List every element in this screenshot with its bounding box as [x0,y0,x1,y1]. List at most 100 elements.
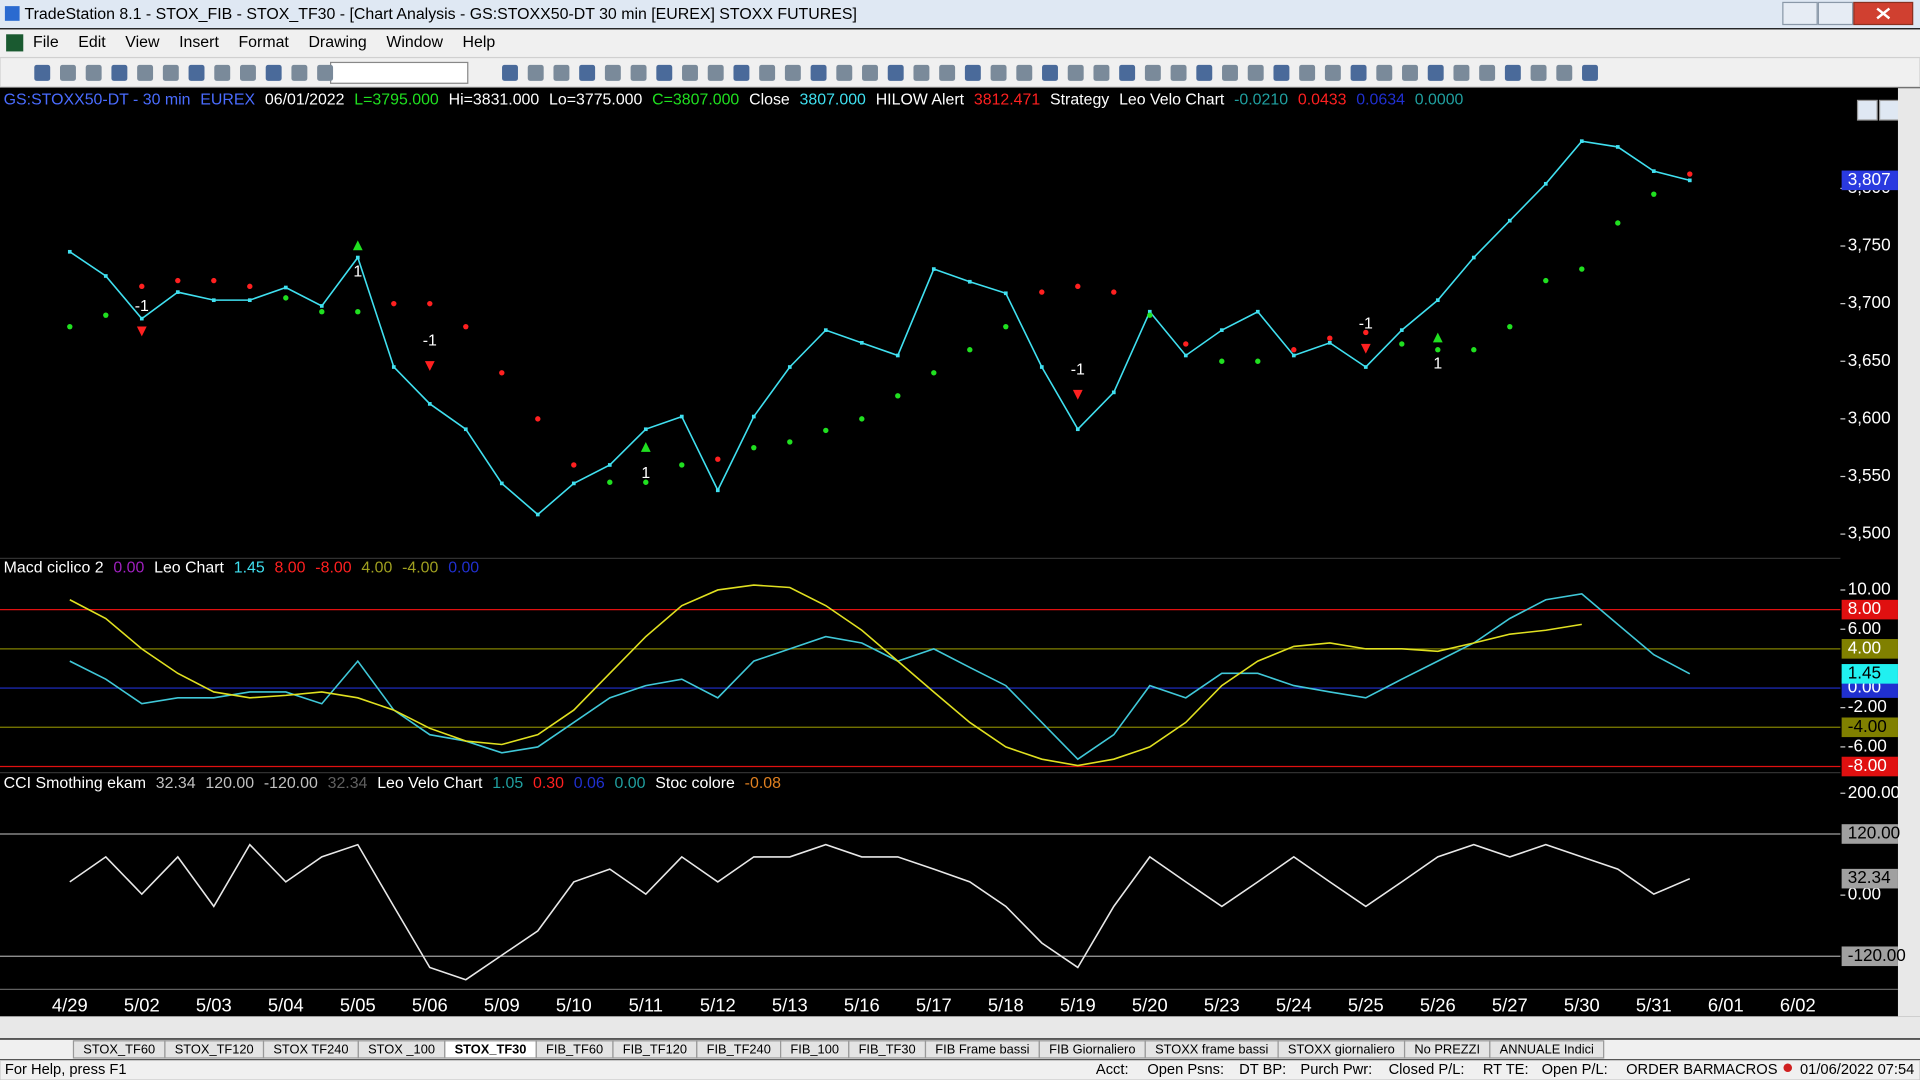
toolbar-icon[interactable] [1119,64,1136,81]
vertical-scrollbar[interactable] [1897,88,1920,1017]
horizontal-scrollbar[interactable] [0,1016,1920,1039]
toolbar-icon[interactable] [1093,64,1110,81]
indicator-dot [571,462,577,468]
toolbar-icon[interactable] [291,64,308,81]
toolbar-icon[interactable] [810,64,827,81]
toolbar-icon[interactable] [1376,64,1393,81]
toolbar-icon[interactable] [939,64,956,81]
toolbar-icon[interactable] [1324,64,1341,81]
toolbar-icon[interactable] [630,64,647,81]
toolbar-icon[interactable] [1427,64,1444,81]
sheet-tab-label[interactable]: FIB_TF30 [859,1041,916,1056]
toolbar-icon[interactable] [1504,64,1521,81]
toolbar-icon[interactable] [1016,64,1033,81]
toolbar-icon[interactable] [707,64,724,81]
menu-item[interactable]: Drawing [308,34,366,51]
sheet-tab-label[interactable]: STOX_TF30 [455,1041,527,1056]
menu-item[interactable]: Edit [78,34,106,51]
toolbar-icon[interactable] [265,64,282,81]
toolbar-icon[interactable] [1402,64,1418,81]
toolbar-icon[interactable] [1273,64,1290,81]
menu-item[interactable]: File [33,34,59,51]
minimize-button[interactable] [1782,1,1818,26]
menu-item[interactable]: Window [386,34,443,51]
toolbar-icon[interactable] [682,64,698,81]
menu-bar [0,29,1920,58]
sheet-tab-label[interactable]: No PREZZI [1414,1041,1480,1056]
menu-item[interactable]: Insert [179,34,219,51]
toolbar-icon[interactable] [604,64,621,81]
toolbar-icon[interactable] [137,64,154,81]
toolbar-icon[interactable] [1350,64,1367,81]
toolbar-icon[interactable] [656,64,673,81]
menu-item[interactable]: View [125,34,160,51]
toolbar-icon[interactable] [1556,64,1573,81]
x-tick-label: 5/20 [1132,994,1168,1015]
toolbar-icon[interactable] [887,64,904,81]
toolbar-icon[interactable] [502,64,518,81]
order-bar-status[interactable]: ORDER BAR [1626,1062,1713,1078]
sheet-tab-label[interactable]: FIB Giornaliero [1049,1041,1135,1056]
sheet-tab-label[interactable]: FIB_TF120 [623,1041,687,1056]
indicator-dot [1039,289,1045,295]
chart-minimize[interactable] [1856,99,1878,121]
toolbar [0,56,1920,88]
sheet-tab[interactable] [1489,1040,1605,1059]
toolbar-icon[interactable] [1582,64,1598,81]
sheet-tab-label[interactable]: STOX _100 [368,1041,435,1056]
price-dot [1615,145,1620,149]
symbol-dropdown[interactable] [330,61,469,84]
chart-restore[interactable] [1878,99,1900,121]
toolbar-icon[interactable] [1042,64,1058,81]
signal-arrow [1432,332,1443,343]
toolbar-icon[interactable] [1144,64,1161,81]
toolbar-icon[interactable] [964,64,981,81]
toolbar-icon[interactable] [990,64,1007,81]
toolbar-icon[interactable] [836,64,853,81]
toolbar-icon[interactable] [527,64,544,81]
toolbar-icon[interactable] [733,64,750,81]
toolbar-icon[interactable] [579,64,596,81]
macros-status[interactable]: MACROS [1713,1062,1778,1078]
signal-arrow [640,442,651,452]
toolbar-icon[interactable] [553,64,570,81]
toolbar-icon[interactable] [1247,64,1264,81]
axis-marker [1841,946,1898,967]
sheet-tab-label[interactable]: FIB Frame bassi [935,1041,1029,1056]
sheet-tab-label[interactable]: STOXX frame bassi [1155,1041,1268,1056]
toolbar-icon[interactable] [1479,64,1496,81]
toolbar-icon[interactable] [34,64,51,81]
toolbar-icon[interactable] [111,64,128,81]
toolbar-icon[interactable] [214,64,231,81]
sheet-tab-label[interactable]: FIB_TF60 [546,1041,603,1056]
sheet-tab-label[interactable]: STOX TF240 [273,1041,348,1056]
menu-item[interactable]: Help [463,34,496,51]
toolbar-icon[interactable] [60,64,76,81]
menu-item[interactable]: Format [238,34,289,51]
toolbar-icon[interactable] [862,64,878,81]
toolbar-icon[interactable] [1067,64,1084,81]
sheet-tab-label[interactable]: ANNUALE Indici [1500,1041,1594,1056]
toolbar-icon[interactable] [913,64,930,81]
toolbar-icon[interactable] [1222,64,1238,81]
toolbar-icon[interactable] [1299,64,1316,81]
toolbar-icon[interactable] [1530,64,1547,81]
indicator-dot [931,370,937,376]
toolbar-icon[interactable] [1453,64,1470,81]
toolbar-icon[interactable] [1170,64,1187,81]
sheet-tab-label[interactable]: STOX_TF60 [83,1041,155,1056]
toolbar-icon[interactable] [317,64,334,81]
toolbar-icon[interactable] [759,64,776,81]
sheet-tab-label[interactable]: STOX_TF120 [175,1041,254,1056]
x-tick-label: 5/02 [124,994,160,1015]
sheet-tab-label[interactable]: STOXX giornaliero [1288,1041,1395,1056]
sheet-tab-label[interactable]: FIB_100 [790,1041,839,1056]
toolbar-icon[interactable] [784,64,801,81]
sheet-tab-label[interactable]: FIB_TF240 [707,1041,771,1056]
toolbar-icon[interactable] [1196,64,1213,81]
maximize-button[interactable] [1817,1,1854,26]
toolbar-icon[interactable] [188,64,205,81]
toolbar-icon[interactable] [162,64,179,81]
toolbar-icon[interactable] [85,64,102,81]
toolbar-icon[interactable] [240,64,256,81]
